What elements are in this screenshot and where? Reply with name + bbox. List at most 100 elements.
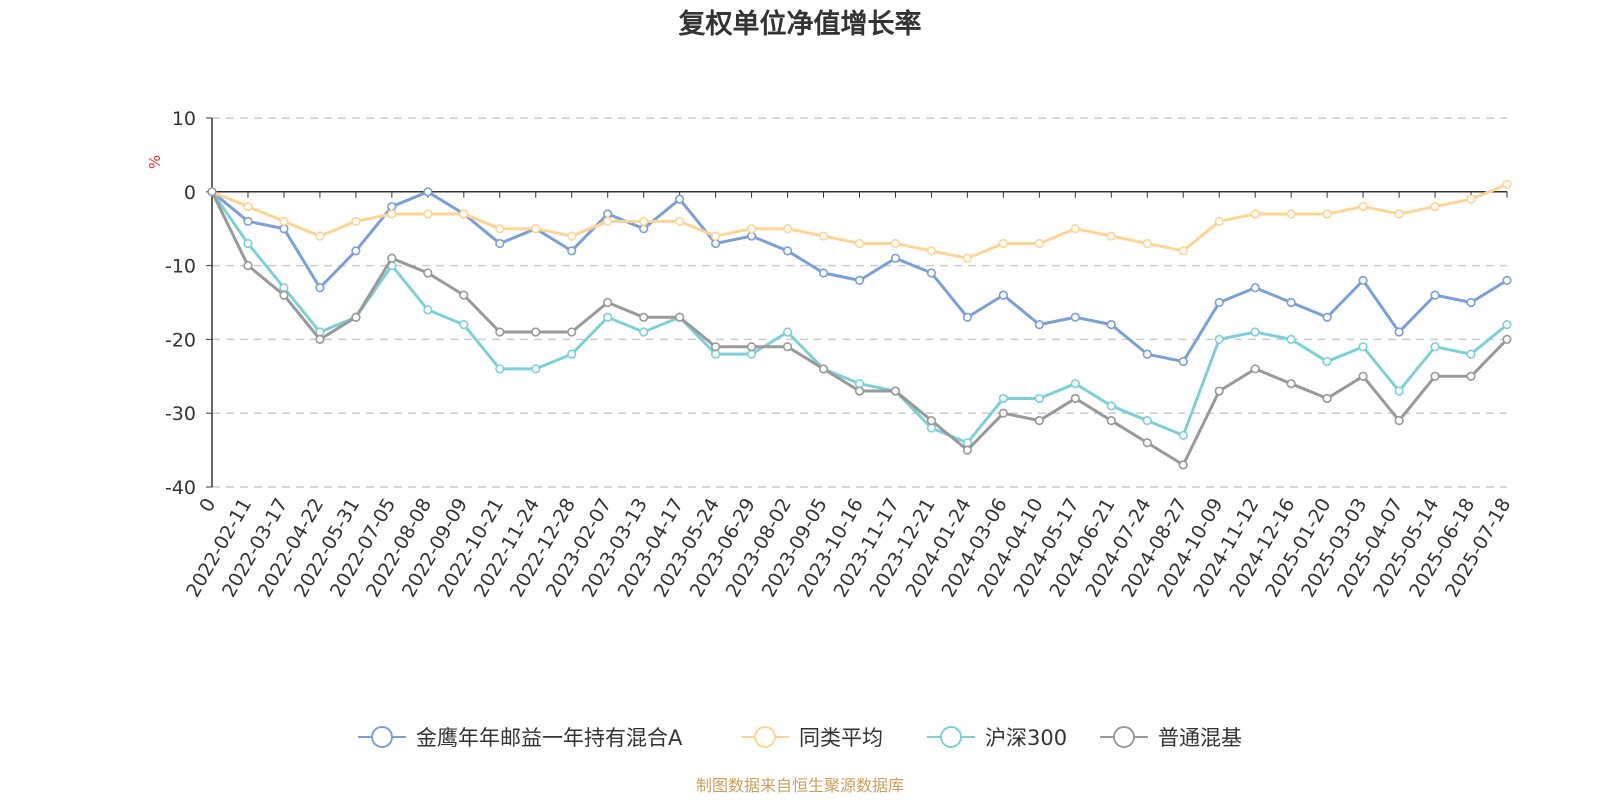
legend-circle-icon (371, 726, 393, 748)
data-point (1178, 246, 1188, 256)
data-point (1394, 415, 1404, 426)
data-point (1430, 342, 1440, 352)
data-point (746, 224, 757, 234)
data-point (1070, 393, 1080, 404)
data-point (782, 246, 793, 256)
data-point (1466, 349, 1476, 359)
data-point (711, 342, 721, 352)
data-point (603, 209, 613, 219)
legend-circle-icon (1113, 726, 1135, 748)
data-point (1466, 194, 1476, 204)
data-point (639, 312, 649, 322)
y-tick-label: -40 (165, 477, 196, 499)
data-point (1502, 320, 1512, 330)
y-tick-label: -20 (165, 329, 196, 351)
data-point (675, 194, 685, 204)
data-point (746, 342, 757, 352)
data-point (279, 224, 289, 234)
data-point (746, 349, 757, 359)
data-point (1430, 371, 1440, 381)
data-point (1214, 334, 1224, 345)
data-point (1106, 320, 1116, 330)
data-point (1502, 334, 1512, 345)
y-tick-label: -30 (165, 403, 196, 425)
data-point (459, 209, 469, 219)
data-point (1142, 349, 1152, 359)
data-point (962, 312, 973, 322)
series-lines (207, 179, 1512, 470)
data-point (998, 238, 1008, 249)
data-point (387, 209, 397, 219)
data-point (567, 349, 577, 359)
data-point (243, 216, 253, 226)
data-point (1106, 401, 1116, 411)
data-point (1322, 356, 1332, 367)
data-point (854, 379, 865, 389)
data-point (926, 423, 937, 433)
data-point (1250, 327, 1260, 337)
data-point (1070, 224, 1080, 234)
data-point (1502, 275, 1512, 285)
y-axis-unit: % (146, 155, 164, 169)
data-point (315, 334, 325, 345)
data-point (603, 297, 613, 308)
data-point (279, 290, 289, 300)
data-point (1430, 290, 1440, 300)
legend-item[interactable]: 金鹰年年邮益一年持有混合A (358, 726, 683, 750)
data-point (1178, 430, 1188, 440)
y-tick-label: 0 (184, 182, 196, 204)
y-tick-label: 10 (172, 108, 196, 130)
data-point (279, 283, 289, 293)
legend-item[interactable]: 普通混基 (1100, 726, 1242, 750)
data-point (495, 238, 505, 249)
data-point (639, 327, 649, 337)
data-point (459, 290, 469, 300)
data-point (782, 224, 793, 234)
data-point (1322, 209, 1332, 219)
data-point (423, 187, 433, 197)
data-point (495, 327, 505, 337)
data-point (1358, 201, 1368, 212)
y-tick-label: -10 (165, 256, 196, 278)
data-point (854, 386, 865, 396)
data-point (1034, 393, 1044, 404)
data-point (1502, 179, 1512, 190)
legend-item[interactable]: 沪深300 (927, 726, 1067, 750)
data-point (926, 415, 937, 426)
data-point (567, 246, 577, 256)
data-point (1286, 209, 1296, 219)
data-point (998, 290, 1008, 300)
data-point (1142, 238, 1152, 249)
data-point (387, 253, 397, 263)
data-point (207, 187, 217, 197)
data-point (1034, 320, 1044, 330)
data-point (675, 312, 685, 322)
data-point (818, 364, 829, 374)
data-point (1070, 312, 1080, 322)
data-point (782, 327, 793, 337)
data-point (1466, 371, 1476, 381)
data-point (1250, 364, 1260, 374)
data-point (1034, 415, 1044, 426)
data-point (711, 238, 721, 249)
data-point (315, 283, 325, 293)
legend-circle-icon (754, 726, 776, 748)
data-point (746, 231, 757, 241)
data-point (1322, 393, 1332, 404)
data-point (531, 364, 541, 374)
data-point (1286, 297, 1296, 308)
data-point (423, 268, 433, 278)
data-point (423, 209, 433, 219)
legend[interactable]: 金鹰年年邮益一年持有混合A 同类平均 沪深300 普通混基 (358, 726, 1242, 750)
legend-item[interactable]: 同类平均 (741, 726, 883, 750)
series-1 (207, 179, 1512, 263)
data-point (279, 216, 289, 226)
axes (206, 117, 1508, 488)
data-point (1106, 415, 1116, 426)
series-line (210, 190, 1509, 445)
data-point (1178, 460, 1188, 470)
data-point (1034, 238, 1044, 249)
data-point (1466, 297, 1476, 308)
data-point (1214, 216, 1224, 226)
series-3 (207, 187, 1512, 470)
